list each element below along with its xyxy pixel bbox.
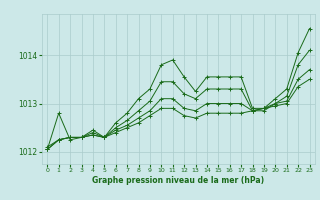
X-axis label: Graphe pression niveau de la mer (hPa): Graphe pression niveau de la mer (hPa)	[92, 176, 264, 185]
